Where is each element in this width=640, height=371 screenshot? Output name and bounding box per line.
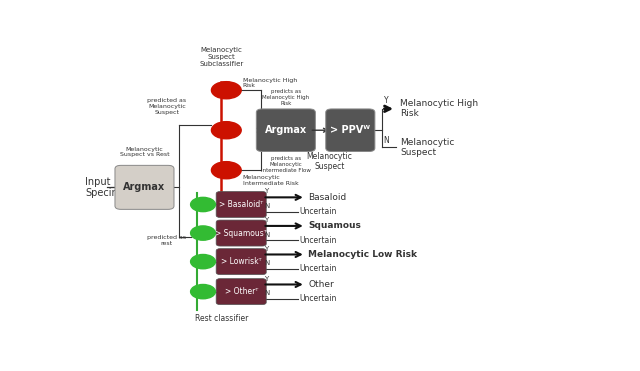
Circle shape <box>191 226 216 240</box>
Text: Melanocytic Low Risk: Melanocytic Low Risk <box>308 250 417 259</box>
Text: > Basaloidᵀ: > Basaloidᵀ <box>219 200 263 209</box>
FancyBboxPatch shape <box>216 191 266 217</box>
Text: Melanocytic
Suspect: Melanocytic Suspect <box>307 152 353 171</box>
Circle shape <box>191 255 216 269</box>
Text: > PPVᵂ: > PPVᵂ <box>330 125 371 135</box>
Text: Y: Y <box>383 96 388 105</box>
Text: predicts as
Melanocytic High
Risk: predicts as Melanocytic High Risk <box>262 89 309 106</box>
Text: Melanocytic
Suspect
Subclassifier: Melanocytic Suspect Subclassifier <box>199 47 243 68</box>
Text: N: N <box>264 260 269 266</box>
FancyBboxPatch shape <box>115 165 174 209</box>
Text: Uncertain: Uncertain <box>300 236 337 245</box>
Circle shape <box>211 162 241 179</box>
Text: > Otherᵀ: > Otherᵀ <box>225 287 258 296</box>
Text: predicts as
Melanocytic
Intermediate Flow: predicts as Melanocytic Intermediate Flo… <box>261 156 311 173</box>
FancyBboxPatch shape <box>257 109 316 151</box>
FancyBboxPatch shape <box>216 279 266 305</box>
Text: Melanocytic High
Risk: Melanocytic High Risk <box>400 99 478 118</box>
Text: Other: Other <box>308 280 334 289</box>
Text: Basaloid: Basaloid <box>308 193 346 202</box>
Text: Rest classifier: Rest classifier <box>195 314 248 323</box>
Text: Melanocytic
Intermediate Risk: Melanocytic Intermediate Risk <box>243 175 298 186</box>
Text: Melanocytic High
Risk: Melanocytic High Risk <box>243 78 297 89</box>
Text: > Squamousᵀ: > Squamousᵀ <box>216 229 267 237</box>
Text: > Lowriskᵀ: > Lowriskᵀ <box>221 257 262 266</box>
Text: N: N <box>264 290 269 296</box>
Circle shape <box>191 285 216 299</box>
Circle shape <box>211 122 241 139</box>
Circle shape <box>191 197 216 211</box>
FancyBboxPatch shape <box>216 249 266 275</box>
FancyBboxPatch shape <box>216 220 266 246</box>
Text: N: N <box>264 232 269 238</box>
Text: Y: Y <box>264 188 268 194</box>
Circle shape <box>211 82 241 99</box>
Text: Y: Y <box>264 246 268 252</box>
Text: Y: Y <box>264 217 268 223</box>
Text: Argmax: Argmax <box>265 125 307 135</box>
Text: Uncertain: Uncertain <box>300 294 337 303</box>
FancyBboxPatch shape <box>326 109 375 151</box>
Text: Melanocytic
Suspect: Melanocytic Suspect <box>400 138 454 157</box>
Text: predicted as
Melanocytic
Suspect: predicted as Melanocytic Suspect <box>147 98 186 115</box>
Text: Uncertain: Uncertain <box>300 207 337 216</box>
Text: Melanocytic
Suspect vs Rest: Melanocytic Suspect vs Rest <box>120 147 170 157</box>
Text: Y: Y <box>264 276 268 282</box>
Text: Squamous: Squamous <box>308 221 361 230</box>
Text: Input
Specimen: Input Specimen <box>85 177 133 198</box>
Text: N: N <box>383 136 389 145</box>
Text: Uncertain: Uncertain <box>300 264 337 273</box>
Text: predicted as
rest: predicted as rest <box>147 235 186 246</box>
Text: Argmax: Argmax <box>124 183 166 192</box>
Text: N: N <box>264 203 269 209</box>
